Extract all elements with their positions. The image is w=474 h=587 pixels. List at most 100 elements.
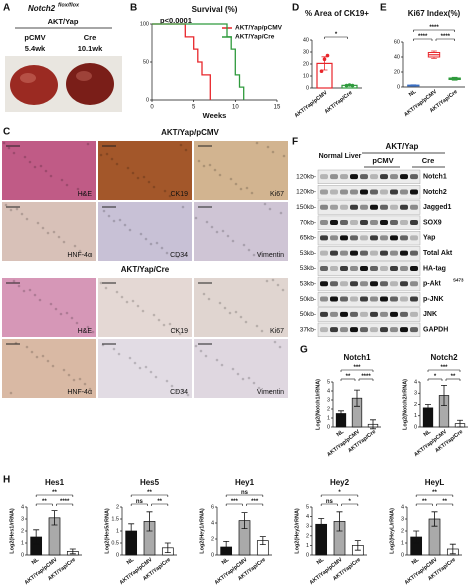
cell-dot [213, 168, 217, 172]
x-tick-label: NL [221, 557, 231, 567]
cell-dot [136, 176, 140, 180]
panel-a-group: AKT/Yap [48, 17, 79, 26]
cell-dot [41, 354, 45, 358]
error-bar [146, 511, 153, 532]
cell-dot [181, 388, 185, 392]
cell-dot [62, 240, 66, 244]
blot-size: 50kb- [300, 311, 316, 318]
cell-dot [282, 154, 286, 158]
cell-dot [239, 187, 243, 191]
stain-label: HNF-4α [67, 252, 92, 259]
data-point [325, 53, 330, 58]
error-bar [164, 542, 171, 553]
blot-size: 53kb- [300, 265, 316, 272]
cell-dot [271, 150, 275, 154]
cell-dot [265, 279, 269, 283]
blot-band [410, 296, 418, 302]
error-bar [241, 512, 248, 529]
blot-band [350, 204, 358, 210]
cell-dot [181, 205, 185, 209]
error-bar [370, 419, 376, 430]
cell-dot [157, 318, 161, 322]
y-tick-label: 1 [306, 543, 309, 549]
x-tick-label: NL [408, 89, 418, 99]
blot-band [320, 174, 328, 180]
cell-dot [2, 141, 6, 145]
y-tick-label: 1 [327, 415, 330, 421]
cell-dot [33, 293, 37, 297]
cell-dot [170, 384, 174, 388]
blot-protein: JNK [423, 311, 437, 318]
blot-protein: Notch1 [423, 173, 447, 180]
y-tick-label: 2 [211, 536, 214, 542]
blot-band [410, 327, 418, 333]
y-tick-label: 5 [306, 504, 309, 510]
cell-dot [99, 153, 103, 157]
blot-strip [317, 276, 421, 292]
cell-dot [12, 279, 16, 283]
liver-highlight [20, 73, 36, 83]
cell-dot [139, 232, 143, 236]
blot-band [370, 220, 378, 226]
y-tick-label: 60 [394, 39, 400, 45]
cell-dot [239, 315, 243, 319]
blot-protein: GAPDH [423, 326, 448, 333]
cell-dot [83, 382, 87, 386]
x-tick-label: NL [336, 429, 346, 439]
sig-label: * [335, 32, 338, 38]
cell-dot [38, 298, 42, 302]
blot-size: 120kb- [296, 189, 316, 196]
p-value: p<0.0001 [160, 16, 192, 25]
data-point [344, 83, 349, 88]
blot-arm: Cre [422, 156, 435, 165]
cell-dot [107, 214, 111, 218]
blot-protein: SOX9 [423, 219, 442, 226]
blot-protein: Total Akt [423, 250, 453, 257]
y-tick-label: 30 [303, 49, 309, 55]
blot-band [350, 327, 358, 333]
cell-dot [260, 329, 264, 333]
cell-dot [242, 243, 246, 247]
cell-dot [128, 356, 132, 360]
cell-dot [234, 182, 238, 186]
blot-band [370, 189, 378, 195]
sig-label: ** [442, 499, 447, 505]
data-point [350, 83, 355, 88]
blot-band [370, 250, 378, 256]
error-bar [51, 510, 58, 526]
y-tick-label: 50 [143, 59, 149, 65]
cell-dot [86, 142, 90, 146]
y-tick-label: 3 [327, 397, 330, 403]
error-bar [318, 518, 325, 531]
cell-dot [194, 216, 198, 220]
x-tick-label: 10 [232, 105, 239, 111]
blot-band [390, 296, 398, 302]
cell-dot [152, 185, 156, 189]
error-bar [441, 384, 447, 407]
blot-band [360, 327, 368, 333]
chart-title: Hey2 [330, 478, 350, 487]
liver-highlight [76, 71, 92, 81]
cell-dot [112, 347, 116, 351]
panel-letter: E [380, 3, 387, 14]
stain-label: H&E [78, 191, 93, 198]
stain-label: Ki67 [270, 191, 284, 198]
blot-band [340, 235, 348, 241]
blot-band [340, 311, 348, 317]
ihc-image [194, 278, 288, 337]
cell-dot [73, 244, 77, 248]
cell-dot [221, 229, 225, 233]
blot-band [400, 327, 408, 333]
stain-label: Ki67 [270, 328, 284, 335]
arm-name: Cre [84, 33, 97, 42]
cell-dot [65, 183, 69, 187]
cell-dot [279, 211, 283, 215]
cell-dot [22, 289, 26, 293]
blot-protein: Yap [423, 235, 435, 242]
cell-dot [28, 160, 32, 164]
blot-band [340, 220, 348, 226]
cell-dot [23, 155, 27, 159]
cell-dot [120, 295, 124, 299]
chart-title: Notch2 [430, 353, 458, 362]
